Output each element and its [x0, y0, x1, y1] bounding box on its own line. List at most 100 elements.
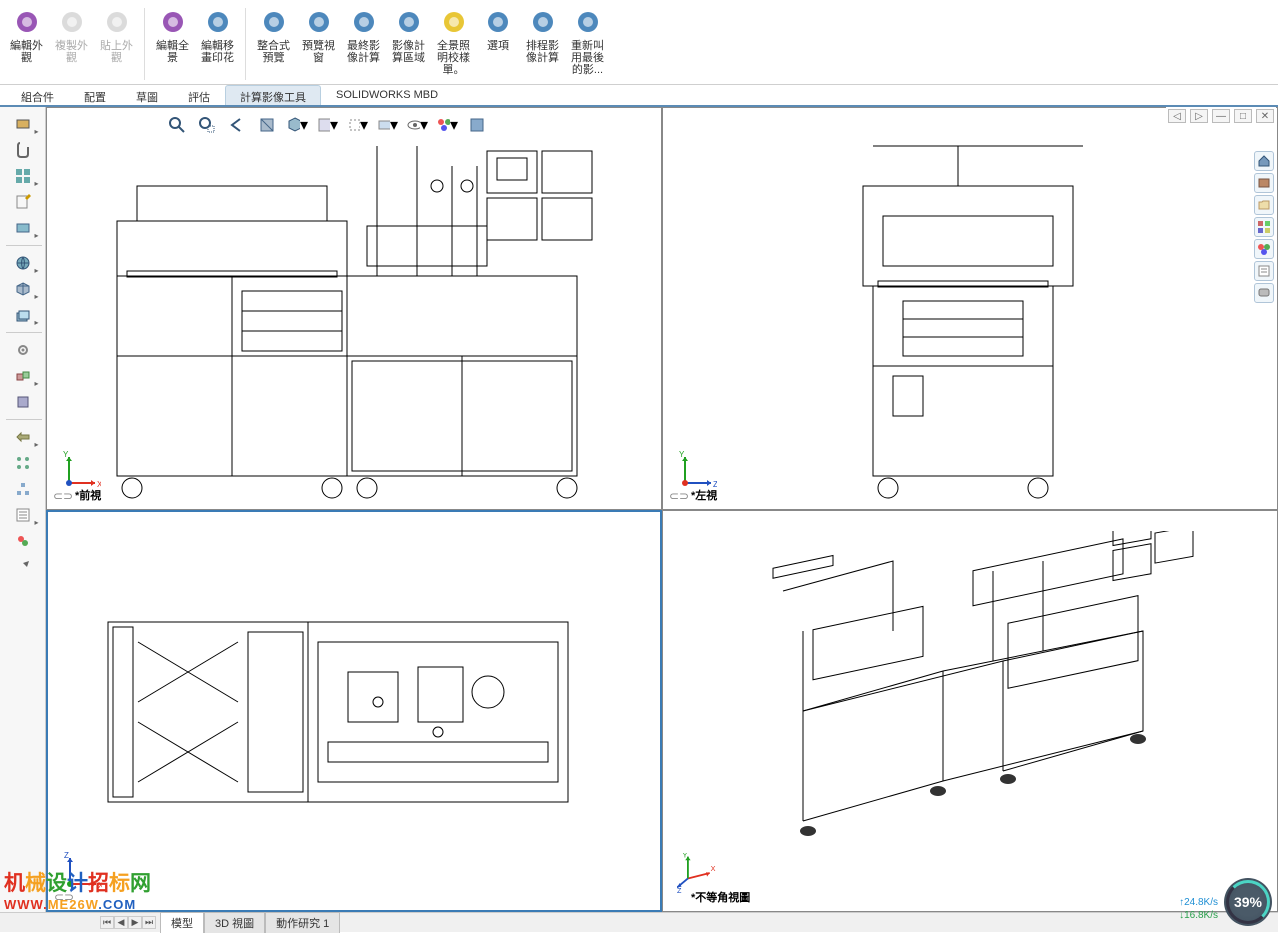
tool-icon[interactable]	[5, 112, 41, 136]
viewport-left[interactable]: ZY ⊂⊃ *左視	[662, 107, 1278, 510]
main-area: ▾ ▾ ▾ ▾ ▾ ▾ ◁ ▷ — □ ✕	[0, 107, 1278, 912]
hide-show-icon[interactable]: ▾	[346, 114, 368, 136]
ribbon-btn-6[interactable]: 預覽視 窗	[298, 4, 339, 84]
globe-icon[interactable]	[5, 251, 41, 275]
ribbon-label: 排程影 像計算	[526, 40, 559, 64]
ribbon-label: 貼上外 觀	[100, 40, 133, 64]
ribbon-btn-11[interactable]: 排程影 像計算	[522, 4, 563, 84]
bottom-tab-0[interactable]: 模型	[160, 912, 204, 933]
ribbon-toolbar: 編輯外 觀複製外 觀貼上外 觀編輯全 景編輯移 畫印花整合式 預覽預覽視 窗最終…	[0, 0, 1278, 85]
tab-prev-icon[interactable]: ◀	[114, 916, 128, 929]
forum-icon[interactable]	[1254, 283, 1274, 303]
tab-草圖[interactable]: 草圖	[121, 85, 173, 105]
vp-close-icon[interactable]: ✕	[1256, 109, 1274, 123]
arrow-icon[interactable]	[5, 555, 41, 579]
ribbon-btn-9[interactable]: 全景照 明校樣 單。	[433, 4, 474, 84]
ribbon-icon	[258, 6, 290, 38]
zoom-fit-icon[interactable]	[166, 114, 188, 136]
scene-icon[interactable]: ▾	[376, 114, 398, 136]
ribbon-btn-12[interactable]: 重新叫 用最後 的影...	[567, 4, 608, 84]
tab-first-icon[interactable]: ⏮	[100, 916, 114, 929]
bom-icon[interactable]	[5, 503, 41, 527]
link-views-icon[interactable]: ⊂⊃	[669, 489, 689, 503]
clip-icon[interactable]	[5, 138, 41, 162]
library-icon[interactable]	[1254, 173, 1274, 193]
eye-icon[interactable]: ▾	[406, 114, 428, 136]
gear-icon[interactable]	[5, 338, 41, 362]
appearance-icon[interactable]: ▾	[436, 114, 458, 136]
assembly2-icon[interactable]	[5, 390, 41, 414]
tab-計算影像工具[interactable]: 計算影像工具	[225, 85, 321, 105]
zoom-area-icon[interactable]	[196, 114, 218, 136]
link-views-icon[interactable]: ⊂⊃	[53, 489, 73, 503]
ribbon-label: 全景照 明校樣 單。	[437, 40, 470, 76]
ribbon-icon	[527, 6, 559, 38]
ribbon-btn-3[interactable]: 編輯全 景	[152, 4, 193, 84]
motion-icon[interactable]	[5, 425, 41, 449]
tab-next-icon[interactable]: ▶	[128, 916, 142, 929]
render-tools-icon[interactable]	[466, 114, 488, 136]
display-style-icon[interactable]: ▾	[316, 114, 338, 136]
properties-icon[interactable]	[1254, 261, 1274, 281]
ribbon-label: 最終影 像計算	[347, 40, 380, 64]
viewports-grid: XY ⊂⊃ *前視 ZY	[46, 107, 1278, 912]
feature-tree-sidebar	[0, 107, 46, 912]
ribbon-icon	[572, 6, 604, 38]
viewport-front[interactable]: XY ⊂⊃ *前視	[46, 107, 662, 510]
home-icon[interactable]	[1254, 151, 1274, 171]
vp-minimize-icon[interactable]: —	[1212, 109, 1230, 123]
assembly-icon[interactable]	[5, 364, 41, 388]
viewport-isometric[interactable]: XYZ *不等角視圖	[662, 510, 1278, 913]
viewport-label: *前視	[75, 487, 101, 503]
cube-icon[interactable]	[5, 277, 41, 301]
separator	[6, 245, 42, 246]
ribbon-btn-4[interactable]: 編輯移 畫印花	[197, 4, 238, 84]
watermark: 机械设计招标网 WWW.ME26W.COM	[4, 867, 151, 912]
viewport-top[interactable]: XZ ⊂⊃	[46, 510, 662, 913]
ribbon-btn-10[interactable]: 選項	[478, 4, 518, 84]
layers-icon[interactable]	[5, 303, 41, 327]
exploded-icon[interactable]	[5, 477, 41, 501]
ribbon-btn-0[interactable]: 編輯外 觀	[6, 4, 47, 84]
grid-icon[interactable]	[5, 164, 41, 188]
folder-icon[interactable]	[1254, 195, 1274, 215]
command-tabs: 組合件配置草圖評估計算影像工具SOLIDWORKS MBD	[0, 85, 1278, 107]
ribbon-icon	[438, 6, 470, 38]
prev-view-icon[interactable]	[226, 114, 248, 136]
ribbon-btn-5[interactable]: 整合式 預覽	[253, 4, 294, 84]
pattern-icon[interactable]	[5, 451, 41, 475]
ribbon-label: 預覽視 窗	[302, 40, 335, 64]
ribbon-label: 重新叫 用最後 的影...	[571, 40, 604, 76]
ribbon-icon	[101, 6, 133, 38]
edit-icon[interactable]	[5, 190, 41, 214]
tab-配置[interactable]: 配置	[69, 85, 121, 105]
task-pane	[1254, 151, 1276, 303]
view-toolbar: ▾ ▾ ▾ ▾ ▾ ▾	[46, 111, 488, 139]
svg-text:X: X	[711, 864, 716, 873]
tab-評估[interactable]: 評估	[173, 85, 225, 105]
ribbon-icon	[303, 6, 335, 38]
view-orient-icon[interactable]: ▾	[286, 114, 308, 136]
ribbon-icon	[348, 6, 380, 38]
vp-next-icon[interactable]: ▷	[1190, 109, 1208, 123]
ribbon-btn-7[interactable]: 最終影 像計算	[343, 4, 384, 84]
bottom-tab-2[interactable]: 動作研究 1	[265, 912, 340, 933]
speed-percent: 39%	[1234, 894, 1262, 910]
tab-last-icon[interactable]: ⏭	[142, 916, 156, 929]
section-icon[interactable]	[256, 114, 278, 136]
ribbon-btn-8[interactable]: 影像計 算區域	[388, 4, 429, 84]
bottom-tab-1[interactable]: 3D 視圖	[204, 912, 265, 933]
speed-gauge[interactable]: 39%	[1224, 878, 1272, 926]
ribbon-icon	[56, 6, 88, 38]
view-palette-icon[interactable]	[1254, 217, 1274, 237]
tab-組合件[interactable]: 組合件	[6, 85, 69, 105]
ribbon-btn-2: 貼上外 觀	[96, 4, 137, 84]
ribbon-icon	[482, 6, 514, 38]
tab-SOLIDWORKS MBD[interactable]: SOLIDWORKS MBD	[321, 85, 453, 105]
render-icon[interactable]	[5, 529, 41, 553]
appearance-panel-icon[interactable]	[1254, 239, 1274, 259]
vp-prev-icon[interactable]: ◁	[1168, 109, 1186, 123]
vp-maximize-icon[interactable]: □	[1234, 109, 1252, 123]
tab-nav: ⏮ ◀ ▶ ⏭	[100, 916, 156, 929]
box-icon[interactable]	[5, 216, 41, 240]
